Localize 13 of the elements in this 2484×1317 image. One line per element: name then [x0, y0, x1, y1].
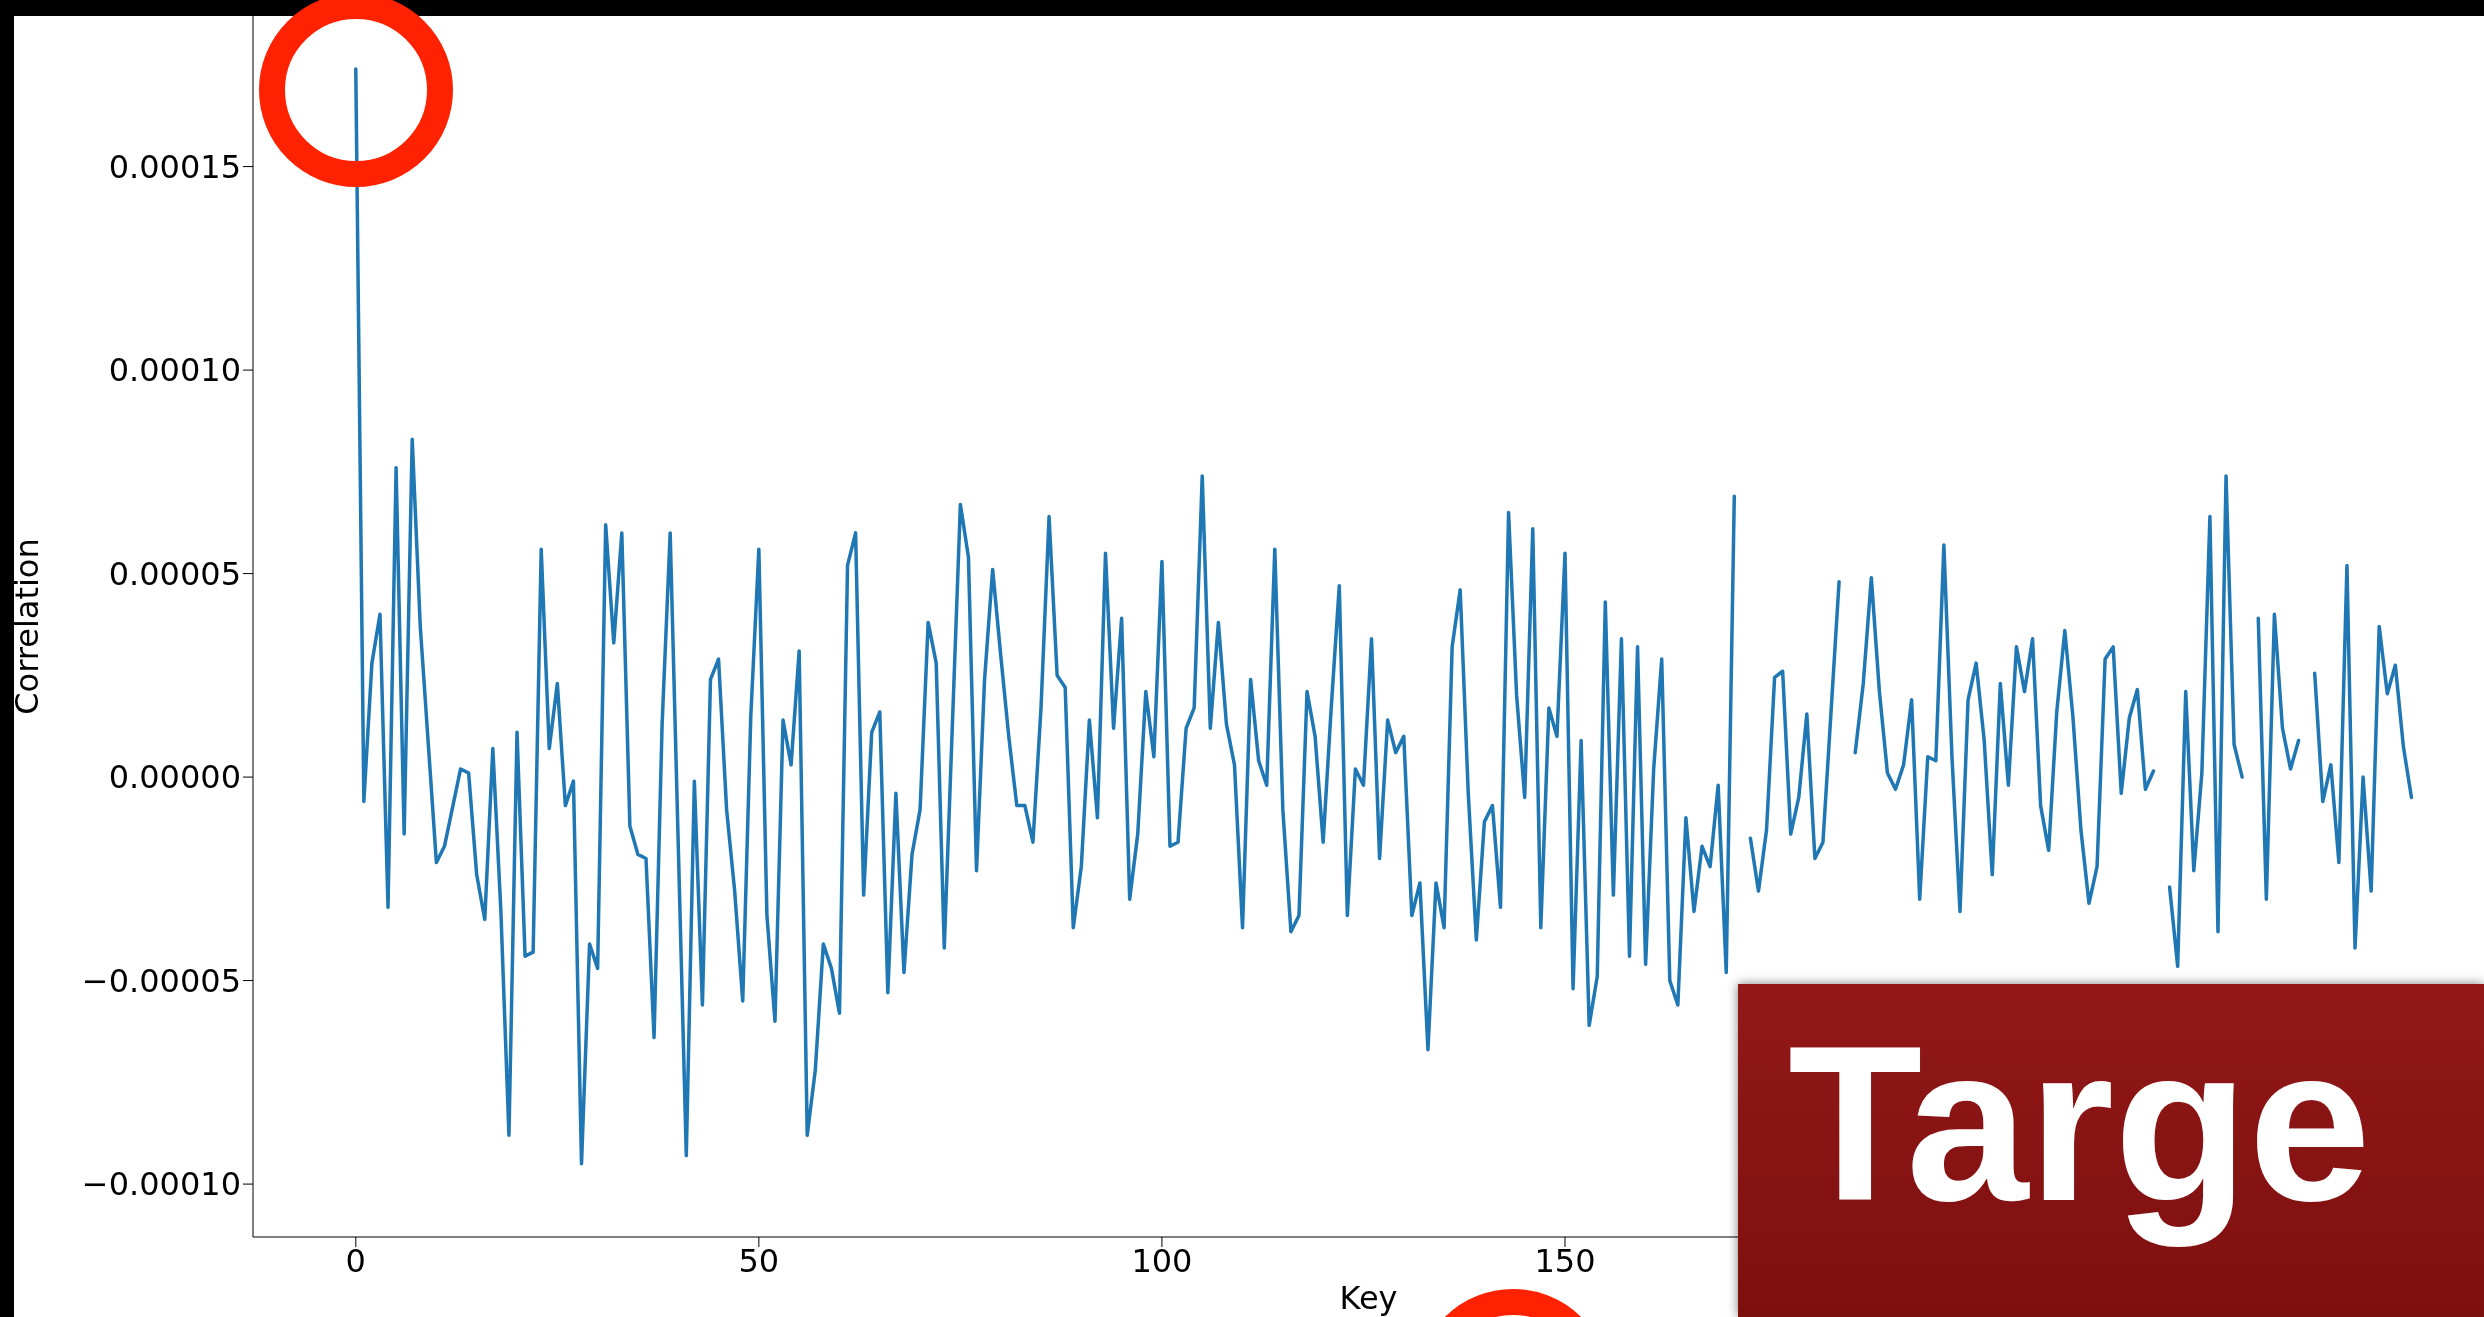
y-tick-label: −0.00010 — [81, 1165, 241, 1204]
x-tick-label: 50 — [738, 1241, 780, 1280]
y-tick-label: 0.00010 — [108, 351, 241, 390]
y-tick-label: −0.00005 — [81, 961, 241, 1000]
x-tick-label: 0 — [345, 1241, 366, 1280]
x-tick-label: 100 — [1131, 1241, 1193, 1280]
y-tick-label: 0.00005 — [108, 554, 241, 593]
y-tick-label: 0.00015 — [108, 147, 241, 186]
annotation: Targe — [1788, 1001, 2371, 1247]
x-tick-label: 150 — [1534, 1241, 1596, 1280]
y-tick-label: 0.00000 — [108, 758, 241, 797]
y-axis-title: Correlation — [8, 538, 46, 715]
x-axis-title: Key — [1339, 1279, 1398, 1317]
